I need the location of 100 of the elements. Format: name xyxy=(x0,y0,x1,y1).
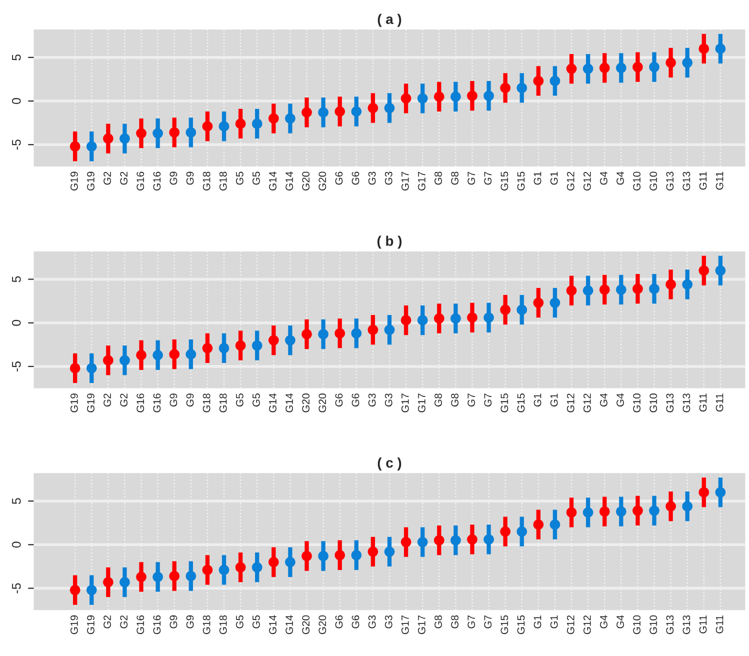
point xyxy=(484,90,494,102)
x-tick-label: G5 xyxy=(252,615,260,628)
x-tick-label: G16 xyxy=(136,394,144,412)
point xyxy=(566,507,577,518)
x-tick-label: G13 xyxy=(666,394,674,412)
point xyxy=(599,62,610,74)
point xyxy=(616,284,626,295)
point xyxy=(102,576,114,588)
point xyxy=(582,64,594,74)
chart-title: ( a ) xyxy=(378,14,402,27)
point xyxy=(318,550,328,562)
point xyxy=(533,298,544,308)
x-tick-label: G17 xyxy=(418,615,426,634)
x-tick-label: G11 xyxy=(716,394,724,412)
point xyxy=(434,535,444,546)
point xyxy=(715,44,726,54)
point xyxy=(434,91,444,102)
point xyxy=(169,570,180,582)
x-tick-label: G18 xyxy=(202,615,210,634)
point xyxy=(302,550,312,562)
point xyxy=(666,279,676,290)
point xyxy=(334,550,346,560)
x-tick-label: G3 xyxy=(368,394,376,406)
point xyxy=(649,284,660,294)
point xyxy=(351,328,362,339)
point xyxy=(368,546,378,557)
x-tick-label: G17 xyxy=(401,394,409,412)
x-tick-label: G8 xyxy=(434,172,442,185)
x-tick-label: G4 xyxy=(600,172,608,185)
y-tick-label: 0 xyxy=(12,98,21,104)
point xyxy=(384,546,395,557)
point xyxy=(484,312,494,323)
x-tick-label: G1 xyxy=(550,394,558,406)
x-tick-label: G8 xyxy=(451,172,458,185)
x-tick-label: G2 xyxy=(104,615,111,628)
x-tick-label: G5 xyxy=(236,172,244,185)
point xyxy=(218,121,230,132)
point xyxy=(102,355,114,366)
x-tick-label: G14 xyxy=(269,393,276,412)
x-tick-label: G16 xyxy=(136,172,144,190)
x-tick-label: G18 xyxy=(202,394,210,412)
x-tick-label: G8 xyxy=(451,394,458,406)
x-tick-label: G4 xyxy=(600,615,608,628)
x-tick-label: G13 xyxy=(682,172,690,190)
point xyxy=(616,506,626,517)
x-tick-label: G14 xyxy=(269,172,276,190)
x-tick-label: G16 xyxy=(153,172,161,190)
point xyxy=(698,265,710,276)
x-tick-label: G7 xyxy=(484,172,492,185)
point xyxy=(632,284,643,294)
x-tick-label: G10 xyxy=(650,615,658,634)
point xyxy=(235,562,246,573)
point xyxy=(632,62,643,72)
x-tick-label: G17 xyxy=(418,394,426,412)
x-tick-label: G5 xyxy=(236,394,244,406)
x-tick-label: G11 xyxy=(699,615,707,634)
point xyxy=(351,106,362,117)
point xyxy=(516,82,528,94)
point xyxy=(86,141,97,152)
point xyxy=(666,57,676,68)
y-tick-label: -5 xyxy=(12,583,21,594)
x-tick-label: G8 xyxy=(451,615,458,628)
x-tick-label: G11 xyxy=(699,394,707,412)
point xyxy=(86,584,97,596)
x-tick-label: G10 xyxy=(650,172,658,190)
point xyxy=(599,284,610,295)
point xyxy=(202,564,213,576)
point xyxy=(70,141,80,152)
x-tick-label: G7 xyxy=(484,615,492,628)
y-tick-label: 0 xyxy=(12,320,21,326)
point xyxy=(550,298,560,308)
x-tick-label: G8 xyxy=(434,394,442,406)
x-tick-label: G19 xyxy=(87,615,94,634)
x-tick-label: G11 xyxy=(716,615,724,634)
x-tick-label: G10 xyxy=(633,615,640,634)
x-tick-label: G5 xyxy=(252,394,260,406)
x-tick-label: G1 xyxy=(550,615,558,628)
point xyxy=(500,304,511,315)
point xyxy=(450,91,461,102)
point xyxy=(698,487,710,498)
point xyxy=(500,82,511,94)
point xyxy=(400,536,412,548)
x-tick-label: G15 xyxy=(500,394,508,412)
point xyxy=(302,107,312,118)
point xyxy=(218,564,230,576)
x-tick-label: G3 xyxy=(368,615,376,628)
x-tick-label: G2 xyxy=(104,172,111,185)
point xyxy=(682,501,693,512)
point xyxy=(384,102,395,114)
x-tick-label: G20 xyxy=(302,394,310,412)
x-tick-label: G11 xyxy=(699,172,707,190)
point xyxy=(202,342,213,354)
point xyxy=(566,64,577,74)
point xyxy=(70,362,80,374)
x-tick-label: G10 xyxy=(650,394,658,412)
x-tick-label: G18 xyxy=(219,172,227,190)
point xyxy=(136,350,146,360)
x-tick-label: G20 xyxy=(318,394,326,412)
x-tick-label: G20 xyxy=(302,172,310,190)
x-tick-label: G12 xyxy=(566,615,574,634)
